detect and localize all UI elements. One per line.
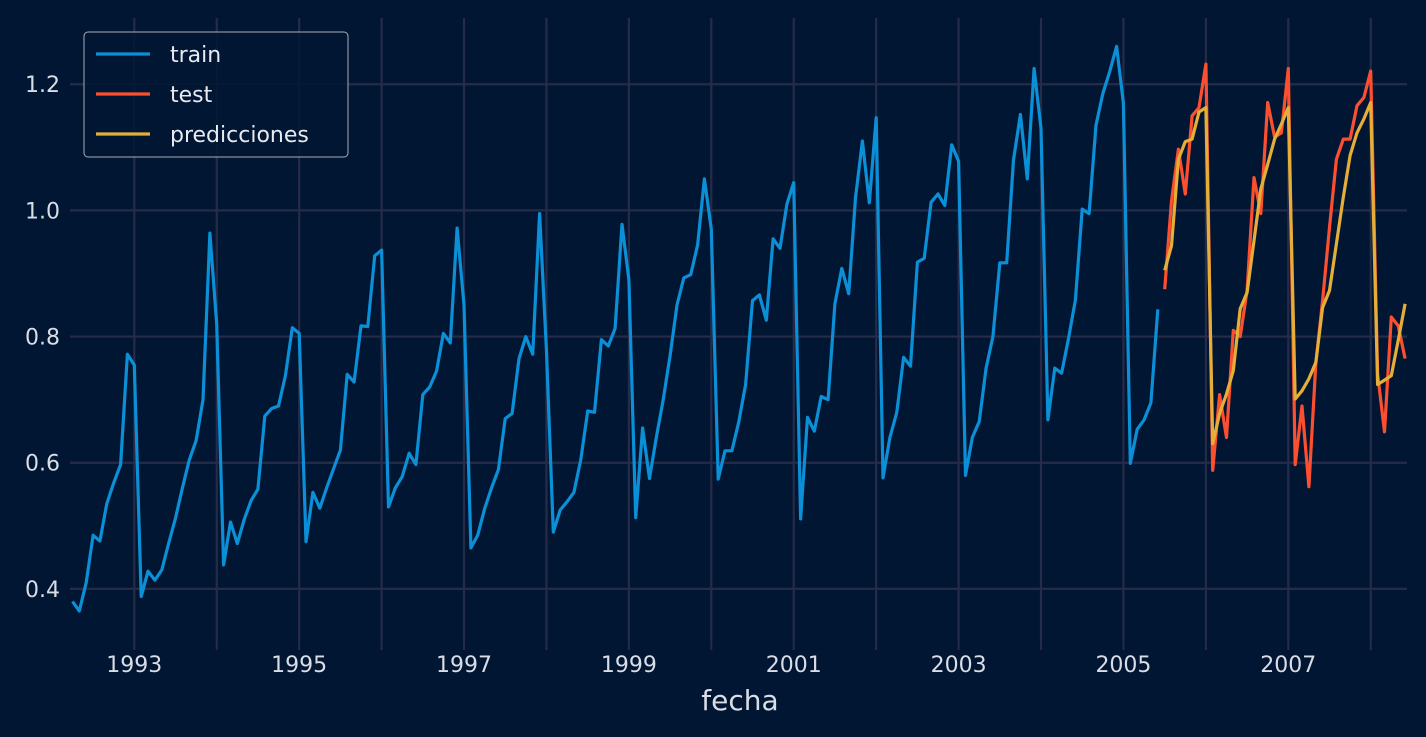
x-tick-label: 1993 [106, 653, 162, 678]
series-lines [71, 44, 1407, 613]
x-tick-label: 2005 [1095, 653, 1151, 678]
x-tick-label: 1995 [271, 653, 327, 678]
x-tick-label: 2007 [1260, 653, 1316, 678]
x-tick-label: 1999 [601, 653, 657, 678]
series-line-test [1163, 62, 1407, 489]
legend-label-predicciones: predicciones [170, 123, 309, 148]
series-line-train [71, 44, 1160, 613]
axis-ticks: 1993 1995 1997 1999 2001 2003 2005 2007 0.4 0.6 0.… [25, 73, 1372, 678]
x-tick-label: 2003 [931, 653, 987, 678]
x-tick-label: 1997 [436, 653, 492, 678]
y-tick-label: 0.4 [25, 578, 60, 603]
legend-label-test: test [170, 83, 213, 108]
y-tick-label: 1.0 [25, 199, 60, 224]
y-tick-label: 1.2 [25, 73, 60, 98]
x-axis-label: fecha [701, 684, 778, 717]
legend-box [83, 31, 349, 158]
legend: train test predicciones [83, 31, 349, 158]
legend-label-train: train [170, 43, 221, 68]
series-line-predicciones [1163, 100, 1407, 446]
y-tick-label: 0.6 [25, 452, 60, 477]
x-tick-label: 2001 [766, 653, 822, 678]
y-tick-label: 0.8 [25, 326, 60, 351]
